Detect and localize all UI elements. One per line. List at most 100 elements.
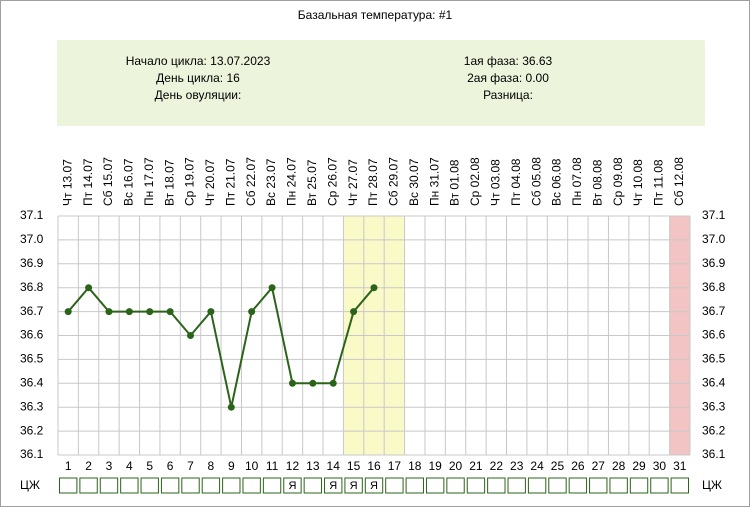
- y2-tick-label: 36.6: [702, 328, 726, 342]
- day-number: 2: [85, 459, 92, 473]
- date-label: Чт 13.07: [60, 159, 74, 206]
- mucus-cell: [181, 477, 200, 494]
- date-label: Пн 07.08: [570, 157, 584, 206]
- date-label: Чт 20.07: [203, 159, 217, 206]
- point: [187, 332, 195, 339]
- mucus-cell: [568, 477, 588, 494]
- point: [350, 308, 358, 316]
- mucus-mark: Я: [329, 480, 337, 492]
- mucus-cell: [120, 477, 139, 494]
- mucus-cell: [487, 477, 506, 494]
- mucus-cell: [548, 477, 567, 494]
- point: [288, 379, 296, 387]
- date-label: Пт 28.07: [366, 158, 380, 206]
- y2-tick-label: 36.4: [702, 375, 726, 389]
- y2-tick-label: 36.5: [702, 352, 726, 366]
- info-text: 2ая фаза: 0.00: [467, 71, 549, 85]
- info-text: Разница:: [483, 88, 533, 102]
- info-text: День овуляции:: [155, 88, 242, 102]
- date-label: Чт 10.08: [631, 159, 645, 206]
- y2-tick-label: 36.3: [702, 399, 726, 413]
- date-label: Ср 26.07: [325, 157, 339, 206]
- date-label: Сб 12.08: [672, 157, 686, 206]
- mucus-cell: [283, 477, 302, 494]
- y-tick-label: 37.1: [20, 208, 44, 222]
- date-label: Сб 29.07: [387, 157, 401, 206]
- date-label: Пн 17.07: [142, 157, 156, 206]
- mucus-mark: Я: [288, 480, 296, 492]
- y-tick-label: 36.3: [20, 399, 44, 413]
- day-number: 19: [428, 459, 442, 473]
- y-tick-label: 37.0: [20, 232, 44, 246]
- y-tick-label: 36.6: [20, 328, 44, 342]
- chart-title: Базальная температура: #1: [298, 8, 453, 22]
- date-label: Вс 23.07: [264, 158, 278, 206]
- point: [207, 308, 215, 316]
- day-number: 20: [449, 459, 463, 473]
- mucus-mark: Я: [370, 480, 378, 492]
- day-number: 10: [245, 459, 259, 473]
- day-number: 28: [612, 459, 626, 473]
- info-text: Начало цикла: 13.07.2023: [126, 54, 271, 68]
- date-label: Вт 25.07: [305, 159, 319, 206]
- y2-tick-label: 36.9: [702, 256, 726, 270]
- date-label: Ср 19.07: [183, 157, 197, 206]
- point: [248, 308, 256, 316]
- mucus-cell: [99, 477, 119, 494]
- point: [268, 284, 276, 292]
- mucus-cell: [466, 477, 486, 494]
- y2-tick-label: 36.7: [702, 304, 726, 318]
- date-label: Вс 16.07: [122, 158, 136, 206]
- day-number: 13: [306, 459, 320, 473]
- y-tick-label: 36.2: [20, 423, 44, 437]
- day-number: 31: [673, 459, 687, 473]
- date-label: Пт 14.07: [81, 158, 95, 206]
- mucus-cell: [405, 477, 424, 494]
- y2-tick-label: 36.1: [702, 447, 726, 461]
- mucus-cell: [609, 477, 628, 494]
- info-box: [57, 40, 705, 126]
- day-number: 29: [632, 459, 646, 473]
- point: [370, 284, 378, 292]
- day-number: 22: [490, 459, 504, 473]
- point: [64, 308, 72, 316]
- y-tick-label: 36.8: [20, 280, 44, 294]
- mucus-cell: [303, 477, 323, 494]
- mucus-cell: [222, 477, 241, 494]
- mucus-cell: [589, 477, 608, 494]
- date-label: Пт 11.08: [652, 159, 666, 206]
- point: [85, 284, 93, 292]
- y-tick-label: 36.5: [20, 352, 44, 366]
- mucus-cell: [242, 477, 261, 494]
- day-number: 9: [228, 459, 235, 473]
- mucus-cell: [140, 477, 159, 494]
- day-number: 18: [408, 459, 422, 473]
- day-number: 23: [510, 459, 524, 473]
- mucus-cell: [650, 477, 669, 494]
- day-number: 3: [106, 459, 113, 473]
- day-number: 17: [388, 459, 402, 473]
- date-label: Ср 02.08: [468, 157, 482, 206]
- day-number: 30: [653, 459, 667, 473]
- y-tick-label: 36.7: [20, 304, 44, 318]
- date-label: Пт 21.07: [223, 158, 237, 206]
- mucus-cell: [527, 477, 547, 494]
- day-number: 1: [65, 459, 72, 473]
- mucus-cell: [201, 477, 221, 494]
- mucus-cell: [59, 477, 78, 494]
- date-label: Ср 09.08: [611, 157, 625, 206]
- mucus-cell: [385, 477, 404, 494]
- day-number: 14: [327, 459, 341, 473]
- day-number: 7: [187, 459, 194, 473]
- mucus-cell: [425, 477, 445, 494]
- mucus-cell: [324, 477, 343, 494]
- point: [105, 308, 113, 316]
- mucus-cell: [629, 477, 649, 494]
- point: [329, 379, 337, 387]
- date-label: Чт 27.07: [346, 159, 360, 206]
- mucus-cell: [364, 477, 384, 494]
- date-label: Сб 22.07: [244, 157, 258, 206]
- mucus-label: ЦЖ: [702, 478, 722, 492]
- point: [146, 308, 154, 316]
